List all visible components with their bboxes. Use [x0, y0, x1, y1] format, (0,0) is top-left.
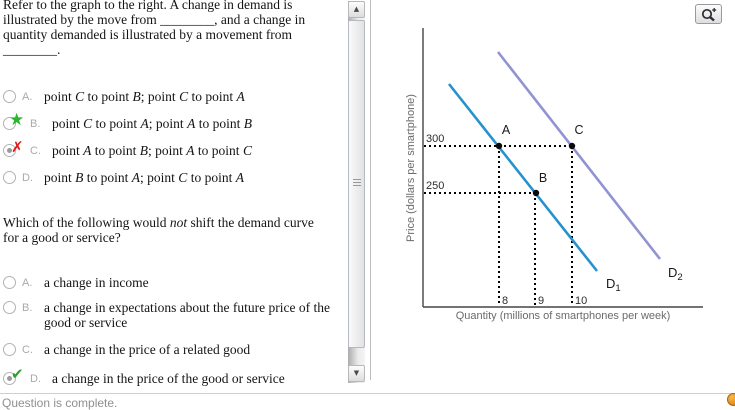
- radio-button[interactable]: [3, 90, 16, 103]
- magnifier-plus-icon: [701, 7, 716, 21]
- prompt-line: Which of the following would not shift t…: [3, 215, 314, 230]
- demand-curve-d2: [496, 51, 662, 260]
- q1-option-d[interactable]: D. point B to point A; point C to point …: [3, 170, 343, 185]
- d1-label: D1: [606, 276, 621, 294]
- d2-label: D2: [668, 265, 683, 283]
- y-axis-label: Price (dollars per smartphone): [405, 94, 417, 242]
- option-letter: A.: [22, 277, 33, 289]
- q1-option-c[interactable]: ✗ C. point A to point B; point A to poin…: [3, 140, 343, 158]
- y-tick-300: 300: [426, 133, 444, 145]
- scrollbar-thumb[interactable]: [348, 20, 365, 348]
- radio-button[interactable]: [3, 343, 16, 356]
- point-b-label: B: [539, 171, 547, 185]
- option-text: point C to point B; point C to point A: [44, 89, 245, 104]
- point-a: [495, 142, 503, 150]
- x-axis-label: Quantity (millions of smartphones per we…: [456, 310, 671, 322]
- point-b: [532, 189, 540, 197]
- option-text: point A to point B; point A to point C: [52, 143, 252, 158]
- option-text: a change in income: [44, 275, 149, 290]
- prompt-line: ________.: [3, 42, 61, 57]
- option-letter: D.: [30, 373, 41, 385]
- graph-zoom-button[interactable]: [695, 4, 722, 24]
- scroll-down-button[interactable]: ▼: [348, 365, 365, 382]
- radio-button[interactable]: [3, 171, 16, 184]
- point-c-label: C: [574, 123, 583, 137]
- radio-button-selected[interactable]: [3, 372, 16, 385]
- question-2-prompt: Which of the following would not shift t…: [3, 215, 345, 245]
- option-text: point B to point A; point C to point A: [44, 170, 244, 185]
- prompt-line: Refer to the graph to the right. A chang…: [3, 0, 293, 12]
- prompt-line: for a good or service?: [3, 230, 121, 245]
- question-status-text: Question is complete.: [2, 396, 118, 410]
- radio-button[interactable]: [3, 301, 16, 314]
- bottom-divider: [0, 393, 735, 394]
- scrollbar-grip: [353, 179, 361, 188]
- question-1-prompt: Refer to the graph to the right. A chang…: [3, 0, 345, 57]
- q1-option-b[interactable]: ★ B. point C to point A; point A to poin…: [3, 112, 343, 131]
- option-letter: C.: [30, 145, 41, 157]
- option-text: a change in expectations about the futur…: [44, 300, 331, 330]
- prompt-line: quantity demanded is illustrated by a mo…: [3, 27, 293, 42]
- q2-option-a[interactable]: A. a change in income: [3, 275, 343, 290]
- option-text: a change in the price of the good or ser…: [52, 371, 285, 386]
- vertical-scrollbar[interactable]: ▲ ▼: [348, 1, 365, 383]
- q1-option-a[interactable]: A. point C to point B; point C to point …: [3, 89, 343, 104]
- option-letter: C.: [22, 344, 33, 356]
- radio-button[interactable]: [3, 117, 16, 130]
- option-letter: D.: [22, 172, 33, 184]
- radio-button[interactable]: [3, 276, 16, 289]
- scroll-up-button[interactable]: ▲: [348, 1, 365, 18]
- question-pane: Refer to the graph to the right. A chang…: [0, 0, 347, 393]
- point-a-label: A: [502, 123, 511, 137]
- option-letter: B.: [22, 302, 33, 314]
- option-letter: B.: [30, 118, 41, 130]
- pane-divider: [370, 0, 371, 380]
- option-text: point C to point A; point A to point B: [52, 116, 252, 131]
- x-tick-8: 8: [502, 295, 508, 307]
- demand-curve-graph: A B C D1 D2 300 250 8 9 10 Quantity (mil…: [405, 28, 703, 322]
- y-tick-250: 250: [426, 180, 444, 192]
- q2-option-c[interactable]: C. a change in the price of a related go…: [3, 342, 343, 357]
- q2-option-b[interactable]: B. a change in expectations about the fu…: [3, 300, 343, 330]
- option-letter: A.: [22, 91, 33, 103]
- point-c: [568, 142, 576, 150]
- radio-button-selected[interactable]: [3, 144, 16, 157]
- x-tick-10: 10: [575, 295, 587, 307]
- help-icon[interactable]: [727, 393, 735, 406]
- option-text: a change in the price of a related good: [44, 342, 251, 357]
- prompt-line: illustrated by the move from ________, a…: [3, 12, 306, 27]
- q2-option-d[interactable]: ✔ D. a change in the price of the good o…: [3, 367, 343, 386]
- x-tick-9: 9: [538, 295, 544, 307]
- demand-curve-d1: [447, 83, 599, 272]
